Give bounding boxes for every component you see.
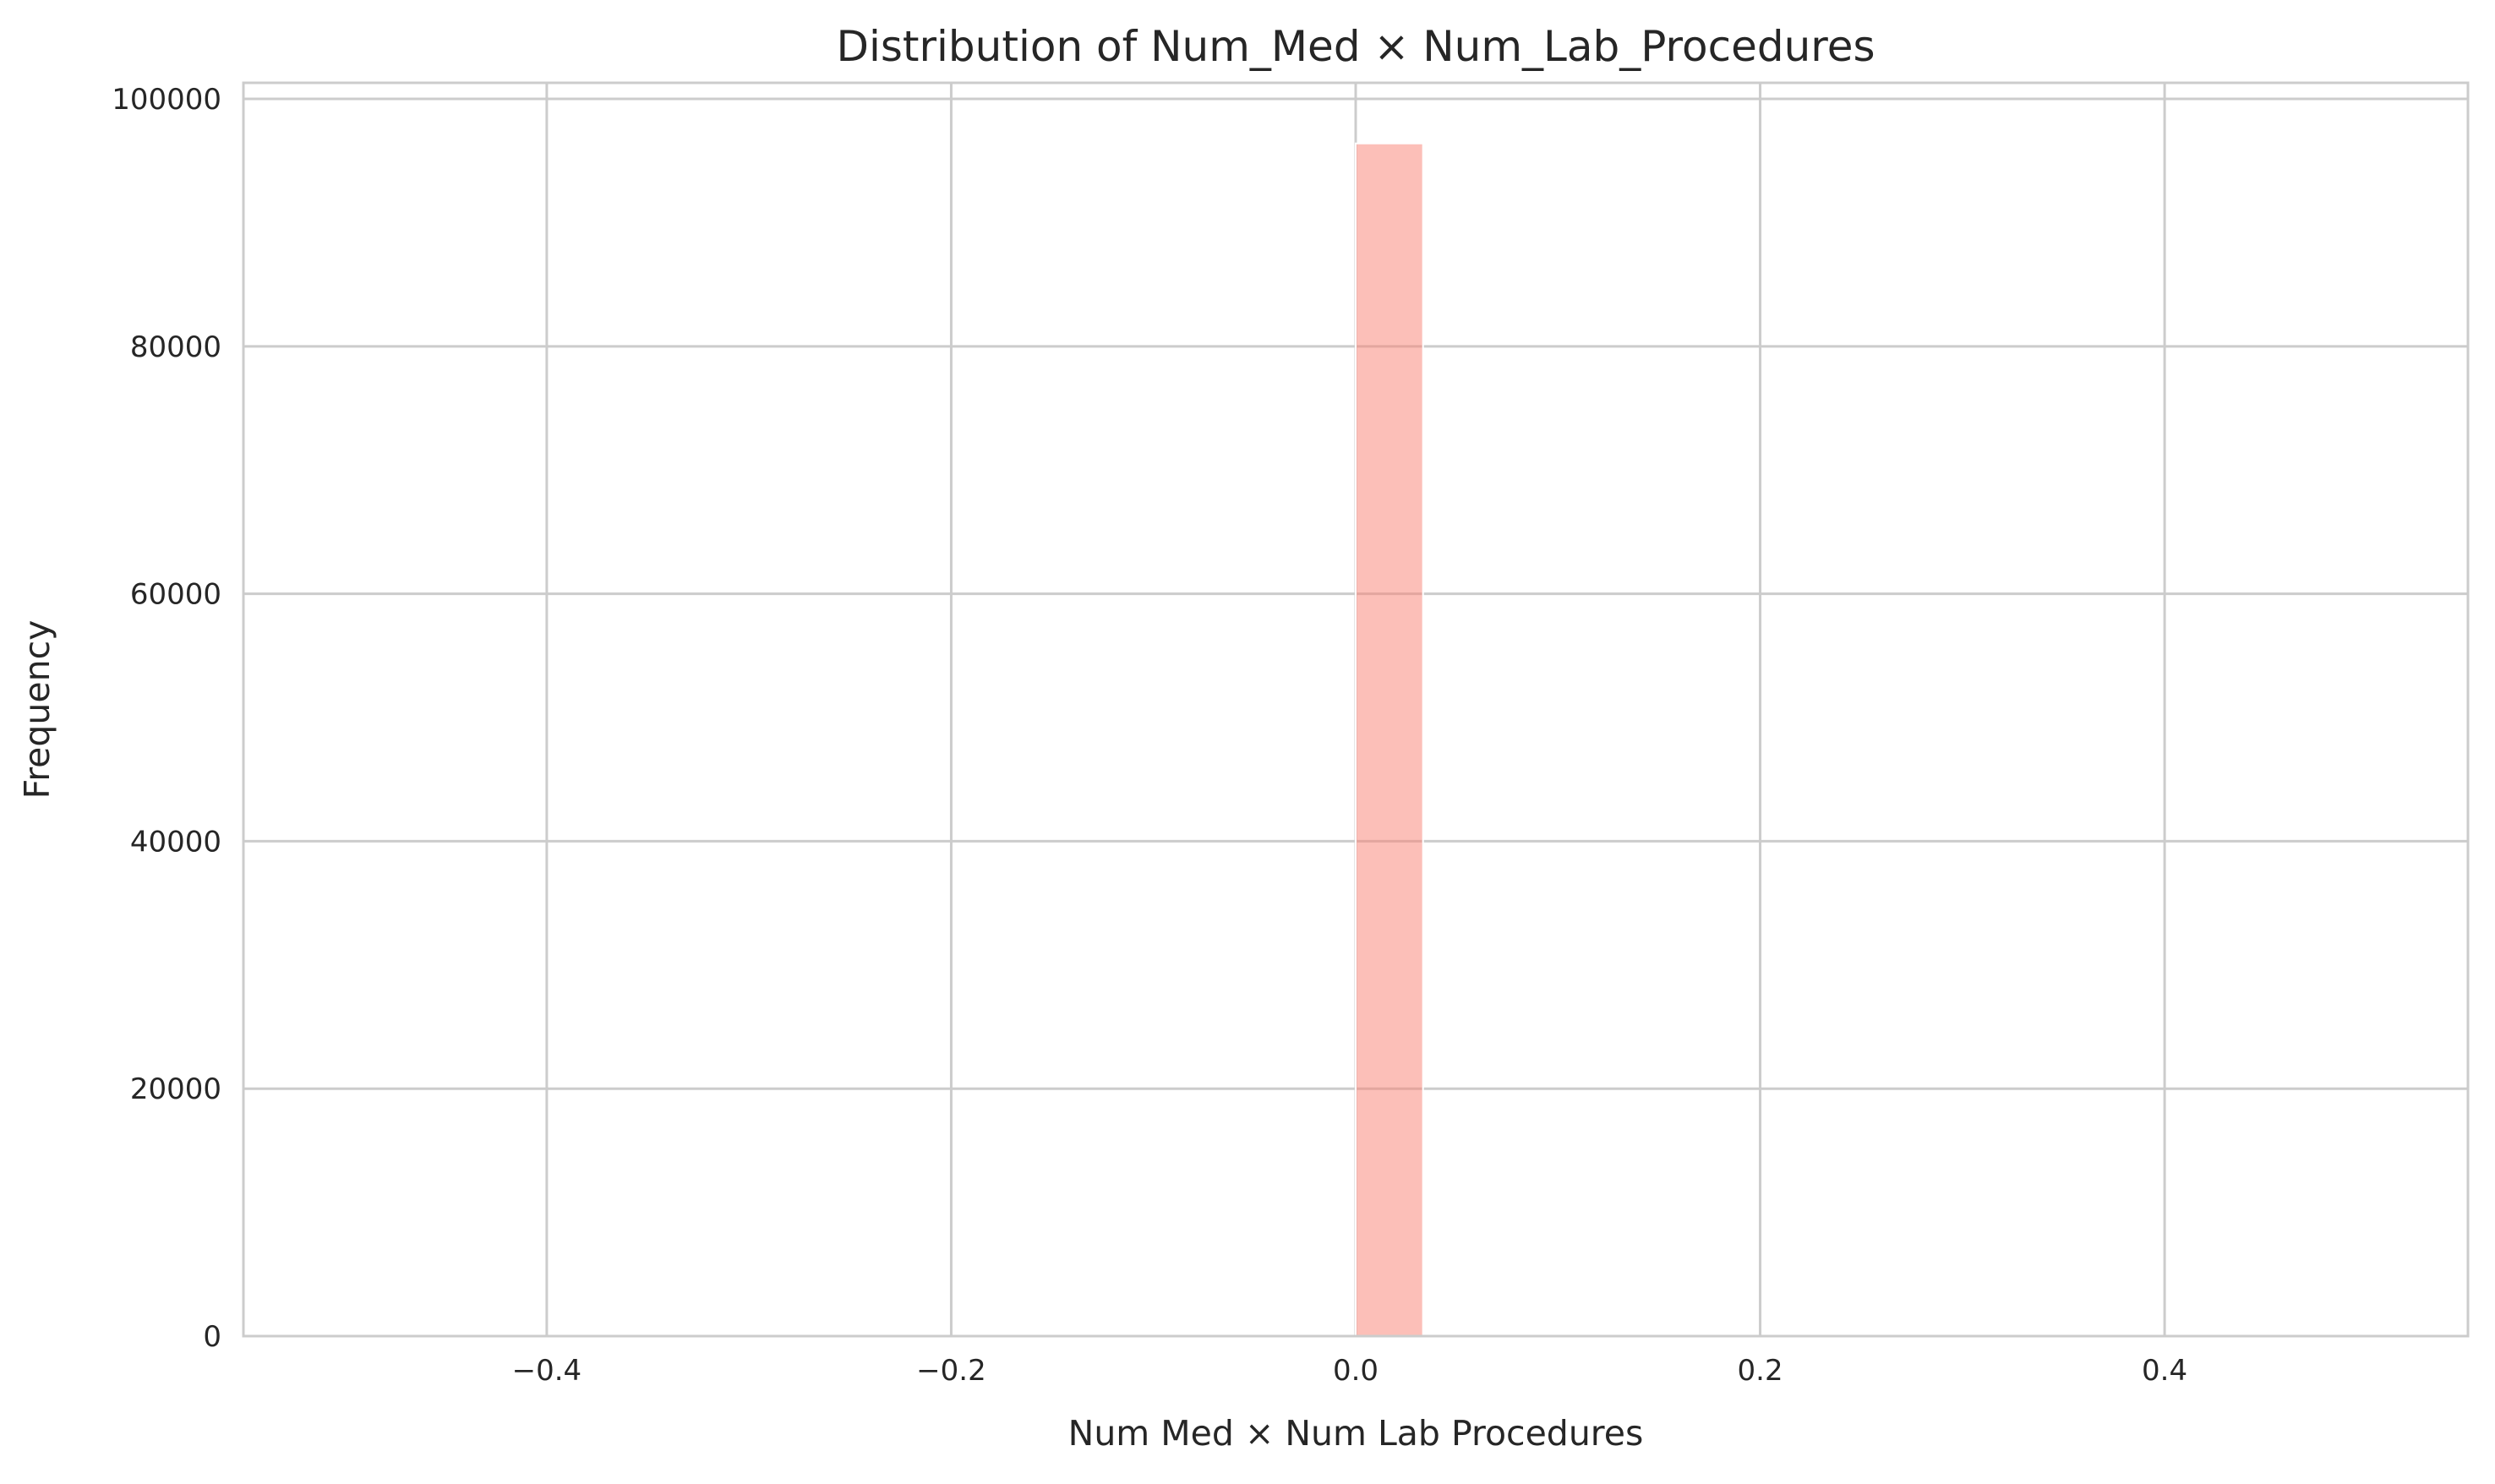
x-tick-label: 0.2 bbox=[1738, 1354, 1783, 1388]
x-tick-label: 0.4 bbox=[2142, 1354, 2187, 1388]
x-tick-label: −0.4 bbox=[512, 1354, 582, 1388]
y-tick-label: 80000 bbox=[130, 330, 221, 364]
x-axis-label: Num Med × Num Lab Procedures bbox=[1068, 1413, 1644, 1454]
y-tick-label: 40000 bbox=[130, 825, 221, 859]
y-axis-label: Frequency bbox=[17, 620, 57, 799]
bars bbox=[1355, 142, 1424, 1337]
histogram-bar bbox=[1355, 142, 1424, 1337]
y-tick-labels: 0 20000 40000 60000 80000 100000 bbox=[112, 83, 221, 1354]
y-tick-label: 20000 bbox=[130, 1072, 221, 1106]
x-tick-label: 0.0 bbox=[1333, 1354, 1379, 1388]
x-tick-label: −0.2 bbox=[916, 1354, 986, 1388]
y-tick-label: 100000 bbox=[112, 83, 221, 117]
x-tick-labels: −0.4 −0.2 0.0 0.2 0.4 bbox=[512, 1354, 2188, 1388]
plot-frame bbox=[242, 81, 2470, 1338]
y-tick-label: 0 bbox=[203, 1320, 221, 1354]
chart-title: Distribution of Num_Med × Num_Lab_Proced… bbox=[836, 22, 1875, 71]
y-tick-label: 60000 bbox=[130, 578, 221, 612]
